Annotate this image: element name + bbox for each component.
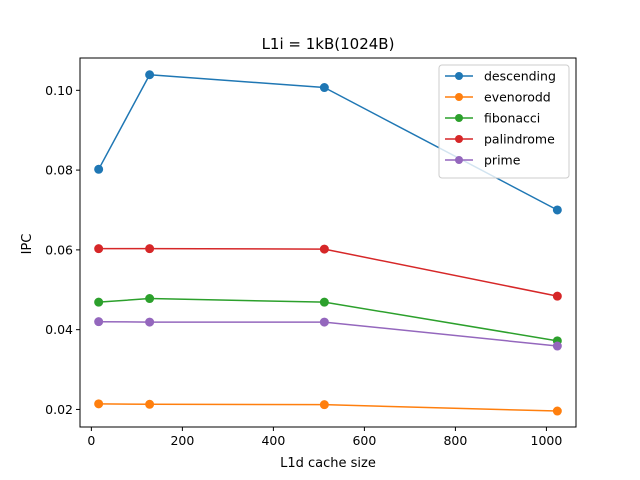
data-point-palindrome	[319, 244, 329, 254]
data-point-prime	[552, 341, 562, 351]
data-point-evenorodd	[319, 400, 329, 410]
data-point-fibonacci	[145, 294, 155, 304]
data-point-evenorodd	[94, 399, 104, 409]
series-prime	[94, 317, 562, 351]
y-tick-label: 0.06	[45, 242, 73, 257]
legend-box	[438, 64, 570, 179]
x-tick-label: 600	[352, 433, 376, 448]
legend: descending evenorodd fibonacci palindrome pr…	[438, 64, 570, 179]
legend-label-fibonacci: fibonacci	[484, 111, 540, 126]
plot-frame	[79, 57, 577, 428]
y-axis: 0.02 0.04 0.06 0.08 0.10	[45, 83, 80, 417]
chart-title: L1i = 1kB(1024B)	[262, 35, 395, 53]
legend-marker-fibonacci	[455, 114, 463, 122]
y-tick-label: 0.08	[45, 163, 73, 178]
data-point-prime	[145, 317, 155, 327]
series-line-prime	[98, 320, 558, 347]
legend-marker-palindrome	[455, 135, 463, 143]
legend-label-palindrome: palindrome	[484, 132, 555, 147]
data-point-prime	[94, 317, 104, 327]
data-point-palindrome	[552, 291, 562, 301]
legend-marker-prime	[455, 156, 463, 164]
data-point-fibonacci	[319, 297, 329, 307]
x-axis-label: L1d cache size	[280, 456, 376, 471]
legend-label-prime: prime	[484, 153, 521, 168]
data-point-descending	[552, 205, 562, 215]
x-tick-label: 800	[443, 433, 467, 448]
data-point-prime	[319, 317, 329, 327]
data-point-descending	[145, 70, 155, 80]
data-point-palindrome	[94, 244, 104, 254]
legend-label-evenorodd: evenorodd	[484, 90, 551, 105]
data-point-palindrome	[145, 244, 155, 254]
series-evenorodd	[94, 399, 562, 416]
legend-marker-evenorodd	[455, 93, 463, 101]
data-point-evenorodd	[145, 399, 155, 409]
x-tick-label: 200	[170, 433, 194, 448]
y-tick-label: 0.02	[45, 402, 73, 417]
y-tick-label: 0.10	[45, 83, 73, 98]
data-point-descending	[319, 83, 329, 93]
y-tick-label: 0.04	[45, 322, 73, 337]
y-axis-label: IPC	[20, 234, 35, 255]
data-point-descending	[94, 164, 104, 174]
series-palindrome	[94, 244, 562, 301]
x-tick-label: 1000	[531, 433, 563, 448]
data-point-evenorodd	[552, 406, 562, 416]
x-tick-label: 400	[261, 433, 285, 448]
data-point-fibonacci	[94, 297, 104, 307]
x-axis: 0 200 400 600 800 1000	[87, 427, 562, 448]
legend-label-descending: descending	[484, 69, 556, 84]
legend-marker-descending	[455, 72, 463, 80]
series-line-palindrome	[98, 247, 558, 297]
x-tick-label: 0	[87, 433, 95, 448]
series-line-evenorodd	[98, 403, 558, 412]
series-line-fibonacci	[98, 297, 558, 342]
